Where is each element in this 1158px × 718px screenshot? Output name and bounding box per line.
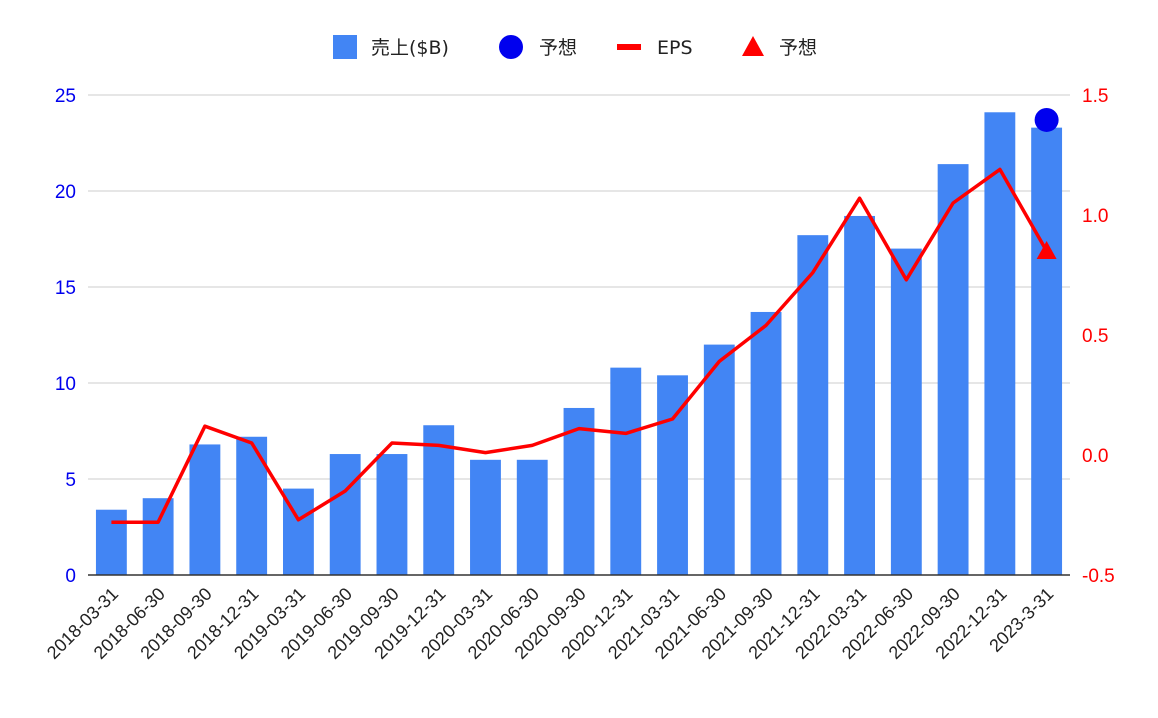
bar — [329, 454, 361, 575]
legend-label: EPS — [657, 37, 693, 59]
bar — [890, 248, 922, 575]
legend: 売上($B) 予想 EPS 予想 — [333, 35, 817, 59]
forecast-eps-point — [1036, 241, 1057, 259]
eps-line — [111, 167, 1049, 524]
bar — [423, 425, 455, 575]
bar — [95, 509, 127, 575]
bar — [703, 344, 735, 575]
forecast-markers — [1034, 107, 1059, 259]
legend-label: 予想 — [779, 37, 817, 59]
y-left-tick-label: 0 — [65, 566, 76, 587]
y-right-tick-label: 0.0 — [1082, 446, 1108, 467]
legend-triangle-icon — [742, 36, 764, 56]
legend-circle-icon — [499, 35, 523, 59]
legend-bar-icon — [333, 35, 357, 59]
bar — [516, 459, 548, 575]
y-right-tick-label: 0.5 — [1082, 326, 1108, 347]
bar — [376, 454, 408, 575]
bar — [750, 311, 782, 575]
legend-line-icon — [617, 44, 641, 50]
bar — [844, 215, 876, 575]
eps-line-series — [111, 167, 1049, 524]
bar-series — [95, 112, 1063, 575]
forecast-revenue-point — [1034, 107, 1059, 132]
y-left-tick-label: 5 — [65, 470, 76, 491]
bar — [142, 498, 174, 575]
bar — [797, 235, 829, 575]
bar — [984, 112, 1016, 575]
y-left-tick-label: 10 — [55, 374, 76, 395]
y-left-tick-label: 25 — [55, 86, 76, 107]
bar — [1031, 127, 1063, 575]
bar — [610, 367, 642, 575]
bar — [937, 164, 969, 575]
bar — [189, 444, 221, 575]
legend-label: 売上($B) — [371, 37, 449, 59]
y-right-tick-label: 1.5 — [1082, 86, 1108, 107]
y-right-tick-label: 1.0 — [1082, 206, 1108, 227]
bar — [470, 459, 501, 575]
legend-label: 予想 — [539, 37, 577, 59]
y-left-tick-label: 20 — [55, 182, 76, 203]
bar — [563, 407, 595, 575]
y-left-tick-label: 15 — [55, 278, 76, 299]
y-right-tick-label: -0.5 — [1082, 566, 1115, 587]
